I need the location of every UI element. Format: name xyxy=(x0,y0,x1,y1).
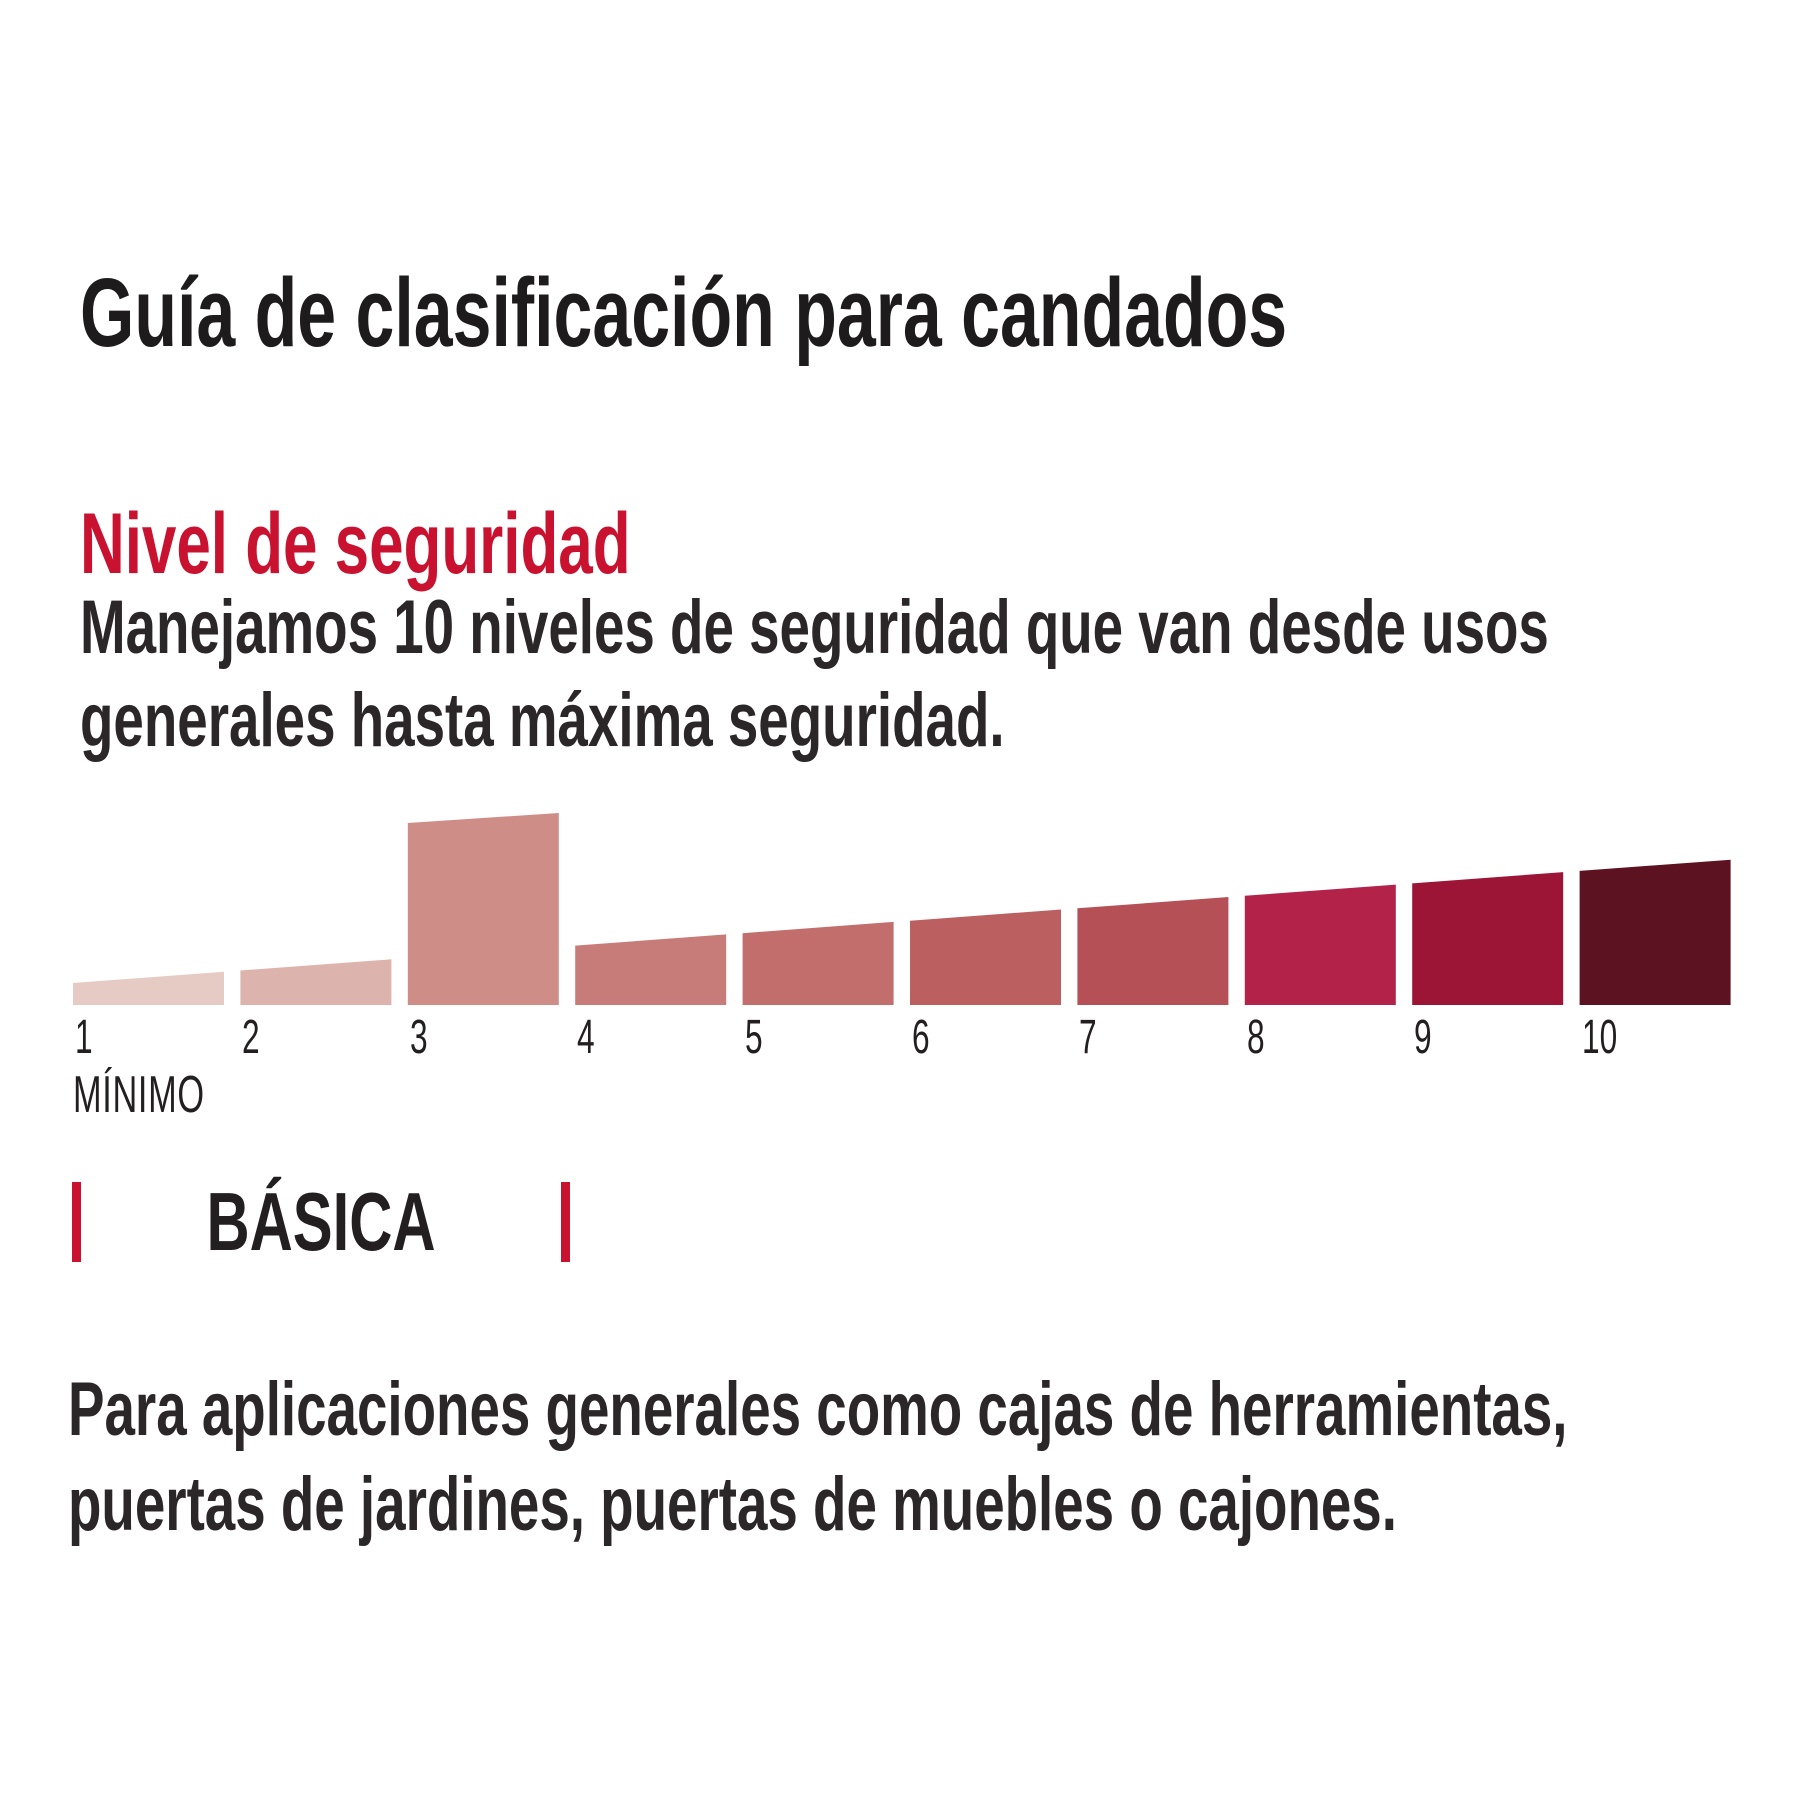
intro-line-2: generales hasta máxima seguridad. xyxy=(80,678,1005,763)
level-label-4: 4 xyxy=(577,1011,595,1064)
section-heading: Nivel de seguridad xyxy=(80,496,631,593)
level-bar-9 xyxy=(1412,872,1564,1005)
page-title: Guía de clasificación para candados xyxy=(80,257,1288,367)
level-label-6: 6 xyxy=(912,1011,930,1064)
description-line-2: puertas de jardines, puertas de muebles … xyxy=(68,1462,1397,1547)
level-label-10: 10 xyxy=(1581,1011,1617,1064)
level-label-1: 1 xyxy=(75,1011,93,1064)
level-label-2: 2 xyxy=(242,1011,261,1064)
level-label-8: 8 xyxy=(1246,1011,1265,1064)
level-bar-3 xyxy=(407,813,559,1005)
classification-label: BÁSICA xyxy=(206,1175,436,1268)
level-bar-5 xyxy=(742,921,894,1005)
security-level-chart: MÍNIMO 1 2 3 4 5 6 7 8 9 10 xyxy=(0,690,1800,1160)
level-bar-7 xyxy=(1077,897,1229,1005)
level-label-7: 7 xyxy=(1079,1011,1098,1064)
level-bar-1 xyxy=(73,971,224,1005)
level-bar-4 xyxy=(575,934,727,1005)
left-tick-mark xyxy=(72,1182,81,1262)
intro-line-1: Manejamos 10 niveles de seguridad que va… xyxy=(80,585,1549,670)
description-line-1: Para aplicaciones generales como cajas d… xyxy=(68,1367,1568,1452)
level-bar-10 xyxy=(1579,859,1731,1005)
level-label-9: 9 xyxy=(1414,1011,1432,1064)
right-tick-mark xyxy=(561,1182,570,1262)
classification-row: BÁSICA xyxy=(72,1175,570,1268)
level-label-5: 5 xyxy=(744,1011,763,1064)
minimum-label: MÍNIMO xyxy=(73,1066,205,1124)
level-label-3: 3 xyxy=(409,1011,428,1064)
level-bar-6 xyxy=(910,909,1061,1005)
level-bars-svg xyxy=(73,813,1731,1005)
level-bar-2 xyxy=(240,959,392,1005)
level-bar-8 xyxy=(1244,884,1396,1005)
